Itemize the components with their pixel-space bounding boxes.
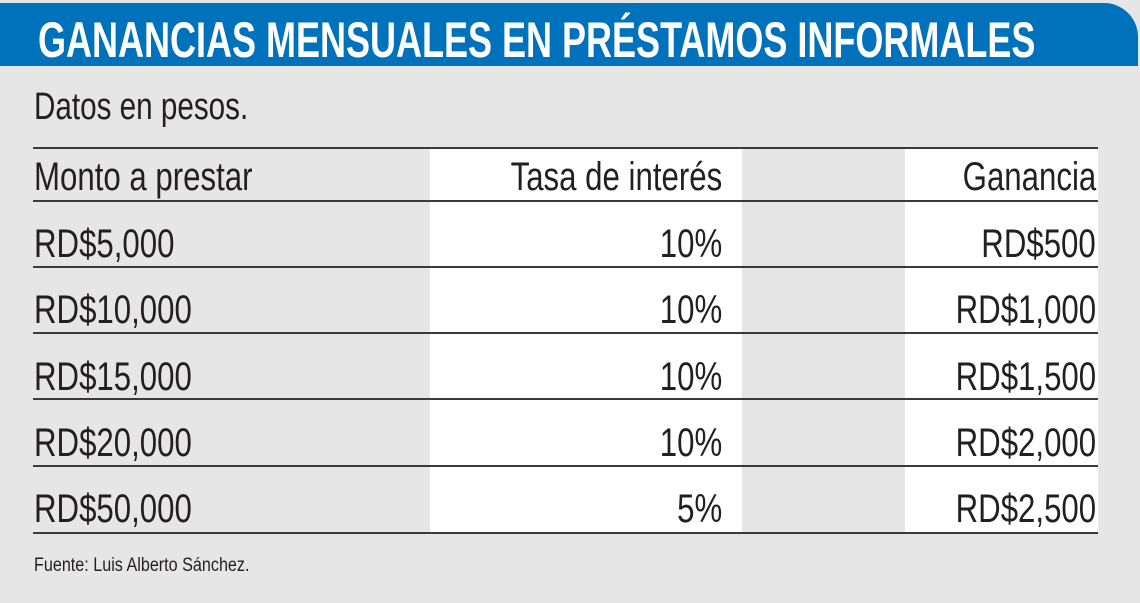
row-divider: [33, 532, 1098, 534]
row-divider: [33, 332, 1098, 334]
row-divider: [33, 398, 1098, 400]
cell-rate: 10%: [659, 420, 723, 465]
cell-profit: RD$1,500: [955, 354, 1096, 399]
cell-rate: 10%: [659, 222, 723, 266]
column-band-profit: [905, 147, 1098, 533]
row-divider: [33, 147, 1098, 149]
cell-amount: RD$15,000: [34, 354, 192, 399]
cell-rate: 10%: [659, 354, 723, 399]
column-header-profit: Ganancia: [962, 155, 1096, 199]
cell-profit: RD$500: [981, 222, 1096, 266]
cell-amount: RD$50,000: [34, 487, 192, 532]
cell-rate: 5%: [677, 487, 723, 532]
cell-profit: RD$1,000: [955, 288, 1096, 333]
subtitle: Datos en pesos.: [34, 86, 249, 128]
cell-amount: RD$20,000: [34, 420, 192, 465]
cell-amount: RD$10,000: [34, 288, 192, 333]
cell-profit: RD$2,000: [955, 420, 1096, 465]
column-header-rate: Tasa de interés: [510, 155, 723, 199]
column-band-rate: [430, 147, 742, 533]
row-divider: [33, 200, 1098, 202]
cell-amount: RD$5,000: [34, 222, 175, 266]
column-header-amount: Monto a prestar: [34, 155, 253, 199]
title: GANANCIAS MENSUALES EN PRÉSTAMOS INFORMA…: [38, 12, 1036, 68]
source-note: Fuente: Luis Alberto Sánchez.: [34, 555, 250, 576]
cell-profit: RD$2,500: [955, 487, 1096, 532]
row-divider: [33, 266, 1098, 268]
title-bar: GANANCIAS MENSUALES EN PRÉSTAMOS INFORMA…: [0, 3, 1138, 68]
cell-rate: 10%: [659, 288, 723, 333]
row-divider: [33, 465, 1098, 467]
